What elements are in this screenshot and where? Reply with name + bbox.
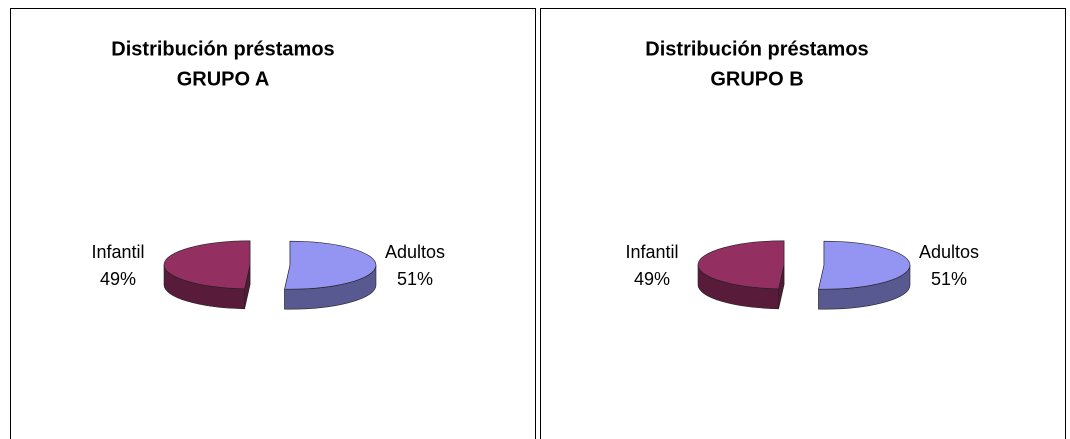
- slice: [697, 240, 785, 310]
- panel: [10, 8, 536, 439]
- slice-value-label: 51%: [397, 269, 433, 289]
- chart-title: Distribución préstamos: [645, 38, 868, 60]
- slice-value-label: 49%: [634, 269, 670, 289]
- slice-top: [697, 240, 785, 290]
- slice-top: [163, 240, 251, 290]
- slice-label: Infantil: [91, 242, 144, 262]
- panel: [540, 8, 1066, 439]
- chart-title: GRUPO B: [710, 68, 803, 90]
- slice: [284, 240, 377, 310]
- slice-top: [284, 240, 377, 290]
- slice-label: Adultos: [385, 242, 445, 262]
- chart-title: GRUPO A: [177, 68, 270, 90]
- slice-label: Infantil: [625, 242, 678, 262]
- chart-title: Distribución préstamos: [111, 38, 334, 60]
- slice-label: Adultos: [919, 242, 979, 262]
- slice: [163, 240, 251, 310]
- slice-top: [818, 240, 911, 290]
- slice-value-label: 51%: [931, 269, 967, 289]
- slice: [818, 240, 911, 310]
- slice-value-label: 49%: [100, 269, 136, 289]
